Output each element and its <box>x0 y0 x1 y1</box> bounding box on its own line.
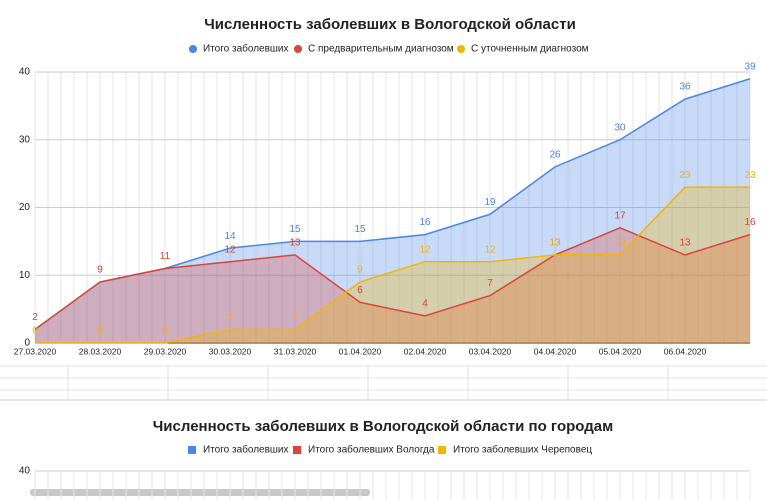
data-label: 12 <box>484 244 496 255</box>
x-tick-label: 29.03.2020 <box>144 346 187 356</box>
data-label: 30 <box>614 122 626 133</box>
y-tick-label: 40 <box>19 466 31 477</box>
y-tick-label: 30 <box>19 134 31 145</box>
data-label: 23 <box>679 170 691 181</box>
y-tick-label: 40 <box>19 67 31 78</box>
legend-marker <box>189 45 197 53</box>
legend-label: Итого заболевших <box>203 444 289 456</box>
legend-label: С уточненным диагнозом <box>471 44 589 55</box>
series-line <box>34 227 751 331</box>
sheet-grid <box>0 365 767 401</box>
area-fill <box>35 187 750 343</box>
x-tick-label: 31.03.2020 <box>274 346 317 356</box>
chart-title: Численность заболевших в Вологодской обл… <box>153 418 613 435</box>
data-label: 13 <box>289 238 301 249</box>
data-label: 15 <box>289 224 301 235</box>
data-label: 12 <box>224 244 236 255</box>
x-tick-label: 05.04.2020 <box>599 346 642 356</box>
data-label: 15 <box>354 224 366 235</box>
data-label: 6 <box>357 285 363 296</box>
data-label: 19 <box>484 197 496 208</box>
data-label: 2 <box>292 312 298 323</box>
legend-label: С предварительным диагнозом <box>308 44 454 55</box>
data-label: 23 <box>744 170 756 181</box>
area-fill <box>35 78 750 344</box>
data-label: 13 <box>549 238 561 249</box>
data-label: 0 <box>97 326 103 337</box>
data-label: 16 <box>744 217 756 228</box>
legend-label: Итого заболевших <box>203 43 289 55</box>
data-label: 9 <box>357 265 363 276</box>
data-label: 4 <box>422 299 428 310</box>
legend-marker <box>293 446 301 454</box>
data-label: 2 <box>32 312 38 323</box>
legend-label: Итого заболевших Вологда <box>308 444 435 456</box>
data-label: 11 <box>160 251 171 262</box>
data-label: 13 <box>614 238 626 249</box>
x-tick-label: 30.03.2020 <box>209 346 252 356</box>
y-tick-label: 10 <box>19 270 31 281</box>
area-fill <box>35 227 750 343</box>
data-label: 17 <box>614 210 626 221</box>
series-line <box>35 186 750 344</box>
x-tick-label: 02.04.2020 <box>404 346 447 356</box>
x-tick-label: 01.04.2020 <box>339 346 382 356</box>
chart-title: Численность заболевших в Вологодской обл… <box>204 16 576 33</box>
data-label: 12 <box>419 244 431 255</box>
data-label: 0 <box>32 326 38 337</box>
y-tick-label: 20 <box>19 202 31 213</box>
x-tick-label: 04.04.2020 <box>534 346 577 356</box>
legend-marker <box>457 45 465 53</box>
data-label: 39 <box>744 61 756 72</box>
data-label: 14 <box>224 231 236 242</box>
data-label: 16 <box>419 217 431 228</box>
legend-marker <box>294 45 302 53</box>
x-tick-label: 27.03.2020 <box>14 346 57 356</box>
legend-marker <box>438 446 446 454</box>
legend-label: Итого заболевших Череповец <box>453 444 592 456</box>
data-label: 36 <box>679 82 691 93</box>
data-label: 13 <box>679 238 691 249</box>
x-tick-label: 06.04.2020 <box>664 346 707 356</box>
legend-marker <box>188 446 196 454</box>
x-tick-label: 03.04.2020 <box>469 346 512 356</box>
scrollbar[interactable] <box>30 489 370 496</box>
data-label: 2 <box>227 312 233 323</box>
data-label: 7 <box>487 278 493 289</box>
data-label: 9 <box>97 265 103 276</box>
data-label: 13 <box>549 238 561 249</box>
data-label: 0 <box>162 326 168 337</box>
y-tick-label: 0 <box>24 338 30 349</box>
x-tick-label: 28.03.2020 <box>79 346 122 356</box>
data-label: 26 <box>549 149 561 160</box>
